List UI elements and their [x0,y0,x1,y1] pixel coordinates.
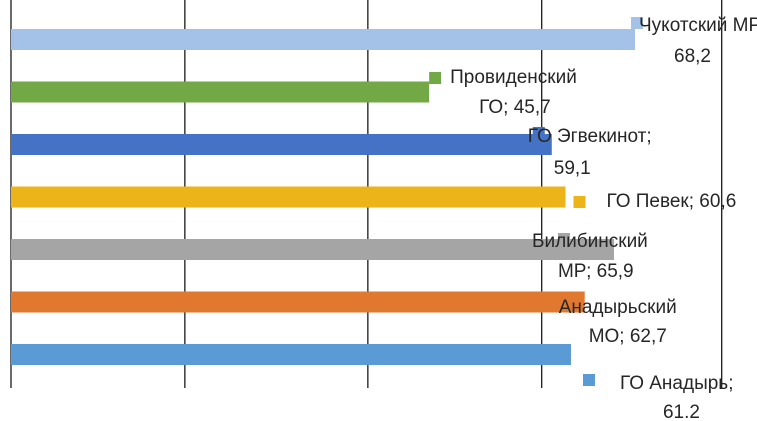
data-label-1-line-2: 68,2 [674,46,711,67]
data-label-2-line-1: Провиденский [450,67,577,88]
label-marker-1 [631,17,644,29]
bar-1 [11,29,636,50]
data-label-5-line-1: Билибинский [532,231,648,252]
bar-5 [11,239,614,260]
bar-4 [11,186,566,208]
label-marker-5 [557,233,570,245]
data-labels: Чукотский МР; 68,2 Провиденский ГО; 45,7 ГО … [429,15,757,421]
data-label-7-line-2: 61.2 [663,402,700,421]
label-marker-4 [573,196,586,208]
data-label-6-line-2: МО; 62,7 [589,326,667,347]
bar-7 [11,344,571,365]
data-label-6-line-1: Анадырьский [559,297,677,318]
bars [11,29,636,365]
data-label-3-line-2: 59,1 [554,158,591,179]
data-label-7-line-1: ГО Анадырь; [620,373,734,394]
bar-6 [11,291,585,313]
bar-3 [11,134,552,155]
label-marker-6 [558,300,571,312]
label-marker-2 [429,72,442,84]
data-label-4-line-1: ГО Певек; 60,6 [606,191,736,212]
label-marker-3 [532,127,545,139]
data-label-3-line-1: ГО Эгвекинот; [528,126,652,147]
bar-2 [11,81,430,103]
data-label-5-line-2: МР; 65,9 [558,261,634,282]
label-marker-7 [582,374,595,386]
data-label-1-line-1: Чукотский МР; [639,15,757,36]
data-label-2-line-2: ГО; 45,7 [479,97,551,118]
